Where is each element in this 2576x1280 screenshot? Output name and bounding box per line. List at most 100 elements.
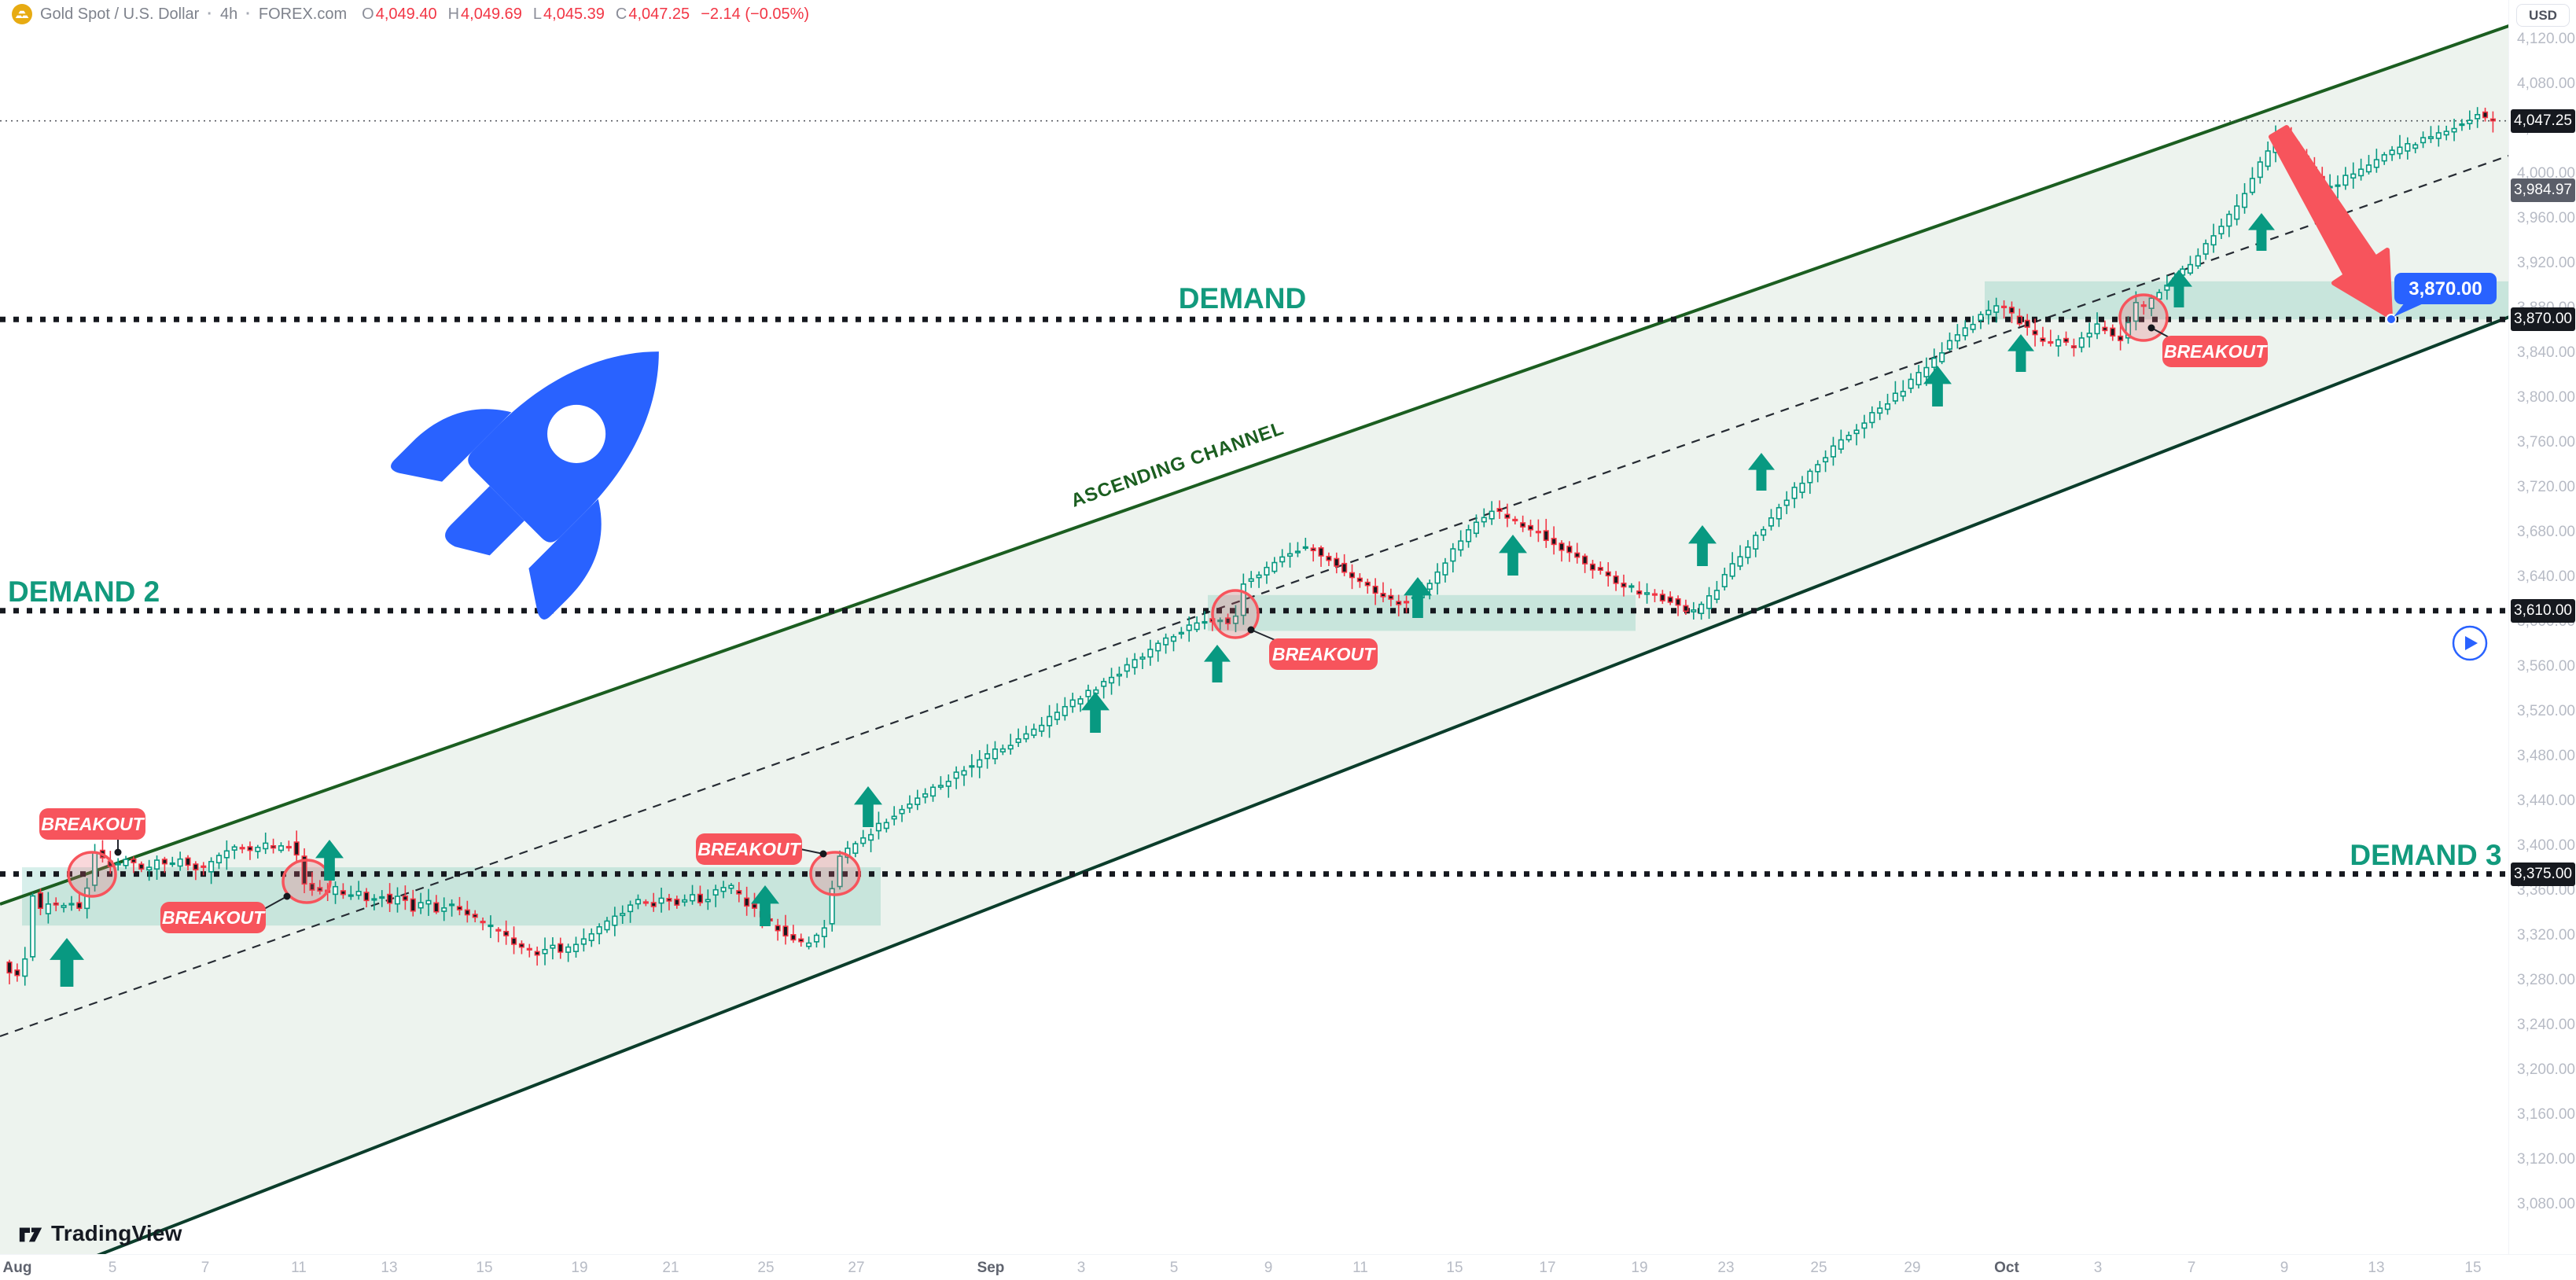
close-value: 4,047.25 bbox=[628, 5, 690, 23]
price-tick-label: 3,480.00 bbox=[2517, 748, 2575, 764]
up-arrow-icon bbox=[1688, 525, 1717, 566]
svg-text:BREAKOUT: BREAKOUT bbox=[1272, 644, 1376, 664]
tradingview-logo[interactable]: TradingView bbox=[17, 1220, 182, 1247]
open-value: 4,049.40 bbox=[375, 5, 437, 23]
breakout-badge[interactable]: BREAKOUT bbox=[2162, 336, 2268, 367]
time-tick-label: 7 bbox=[201, 1260, 210, 1276]
interval-selector[interactable]: 4h bbox=[219, 5, 238, 23]
price-tick-label: 4,120.00 bbox=[2517, 31, 2575, 47]
time-tick-label: 3 bbox=[1076, 1260, 1086, 1276]
time-tick-label: 17 bbox=[1539, 1260, 1556, 1276]
price-callout[interactable]: 3,870.00 bbox=[2386, 273, 2497, 325]
up-arrow-icon bbox=[2007, 334, 2034, 372]
time-tick-label: 11 bbox=[291, 1260, 307, 1276]
time-tick-label: 25 bbox=[1810, 1260, 1827, 1276]
up-arrow-icon bbox=[2248, 213, 2275, 251]
time-tick-label: 19 bbox=[571, 1260, 588, 1276]
time-tick-label: Oct bbox=[1994, 1260, 2019, 1276]
up-arrow-icon bbox=[315, 840, 344, 881]
time-tick-label: 3 bbox=[2093, 1260, 2103, 1276]
price-tick-label: 3,720.00 bbox=[2517, 479, 2575, 495]
up-arrow-icon bbox=[1081, 692, 1110, 733]
pullback-arrow-icon bbox=[2269, 125, 2393, 319]
breakout-badge[interactable]: BREAKOUT bbox=[39, 808, 145, 840]
time-tick-label: 15 bbox=[2464, 1260, 2482, 1276]
up-arrow-icon bbox=[1404, 577, 1432, 618]
svg-text:3,870.00: 3,870.00 bbox=[2409, 278, 2482, 300]
price-tick-label: 3,800.00 bbox=[2517, 389, 2575, 406]
price-axis-badge: 3,610.00 bbox=[2511, 598, 2575, 623]
replay-play-button[interactable] bbox=[2452, 625, 2488, 661]
price-tick-label: 3,280.00 bbox=[2517, 972, 2575, 988]
time-tick-label: 9 bbox=[1264, 1260, 1273, 1276]
symbol-header: Gold Spot / U.S. Dollar · 4h · FOREX.com… bbox=[11, 3, 809, 25]
price-tick-label: 3,200.00 bbox=[2517, 1061, 2575, 1078]
breakout-circle[interactable] bbox=[809, 851, 861, 896]
price-axis-badge: 4,047.25 bbox=[2511, 109, 2575, 133]
price-axis-badge: 3,375.00 bbox=[2511, 862, 2575, 886]
symbol-title[interactable]: Gold Spot / U.S. Dollar bbox=[40, 5, 200, 23]
up-arrow-icon bbox=[1748, 453, 1775, 491]
high-value: 4,049.69 bbox=[461, 5, 522, 23]
time-axis[interactable]: Aug 5 7 11 13 15 19 21 25 27 Sep 3 5 9 11 15 17 19 23 25 29 O… bbox=[0, 1254, 2576, 1280]
rocket-icon bbox=[391, 351, 659, 620]
up-arrow-icon bbox=[751, 885, 779, 926]
svg-text:BREAKOUT: BREAKOUT bbox=[41, 814, 145, 834]
price-axis-badge: 3,870.00 bbox=[2511, 307, 2575, 332]
currency-toggle-button[interactable]: USD bbox=[2516, 4, 2570, 27]
breakout-badge[interactable]: BREAKOUT bbox=[696, 833, 802, 865]
price-tick-label: 3,680.00 bbox=[2517, 524, 2575, 540]
price-tick-label: 3,240.00 bbox=[2517, 1017, 2575, 1033]
time-tick-label: 13 bbox=[2368, 1260, 2385, 1276]
breakout-circle[interactable] bbox=[67, 851, 117, 898]
breakout-circle[interactable] bbox=[1211, 589, 1260, 639]
svg-text:BREAKOUT: BREAKOUT bbox=[2164, 341, 2268, 362]
time-tick-label: 13 bbox=[381, 1260, 398, 1276]
up-arrow-icon bbox=[1499, 535, 1527, 576]
time-tick-label: 23 bbox=[1717, 1260, 1735, 1276]
price-tick-label: 3,080.00 bbox=[2517, 1196, 2575, 1212]
separator-dot: · bbox=[245, 5, 251, 23]
change-value: −2.14 (−0.05%) bbox=[701, 5, 810, 23]
price-tick-label: 3,840.00 bbox=[2517, 344, 2575, 361]
ohlc-readout: O 4,049.40 H 4,049.69 L 4,045.39 C 4,047.25 … bbox=[362, 5, 810, 23]
time-tick-label: 11 bbox=[1352, 1260, 1368, 1276]
svg-text:BREAKOUT: BREAKOUT bbox=[162, 907, 266, 928]
separator-dot: · bbox=[207, 5, 212, 23]
breakout-badge[interactable]: BREAKOUT bbox=[1269, 638, 1378, 670]
time-tick-label: 29 bbox=[1904, 1260, 1921, 1276]
price-tick-label: 4,000.00 bbox=[2517, 165, 2575, 182]
breakout-circle[interactable] bbox=[282, 859, 332, 904]
time-tick-label: 25 bbox=[757, 1260, 775, 1276]
tradingview-logo-text: TradingView bbox=[51, 1221, 182, 1245]
breakout-badge[interactable]: BREAKOUT bbox=[160, 902, 266, 933]
candlestick-series[interactable] bbox=[6, 107, 2496, 986]
up-arrow-icon bbox=[854, 786, 882, 827]
price-tick-label: 3,560.00 bbox=[2517, 658, 2575, 675]
demand-label: DEMAND bbox=[1179, 282, 1306, 314]
time-tick-label: 15 bbox=[476, 1260, 493, 1276]
price-tick-label: 3,320.00 bbox=[2517, 927, 2575, 943]
time-tick-label: 5 bbox=[1169, 1260, 1179, 1276]
channel-upper-line[interactable] bbox=[0, 2, 2576, 906]
price-axis[interactable]: 4,120.004,080.004,040.004,000.003,960.00… bbox=[2508, 0, 2576, 1254]
price-tick-label: 3,760.00 bbox=[2517, 434, 2575, 451]
price-axis-badge: 3,984.97 bbox=[2511, 178, 2575, 203]
up-arrow-icon bbox=[50, 938, 84, 987]
up-arrow-icon bbox=[2166, 270, 2192, 307]
price-tick-label: 3,160.00 bbox=[2517, 1106, 2575, 1123]
price-tick-label: 4,080.00 bbox=[2517, 75, 2575, 92]
price-tick-label: 3,120.00 bbox=[2517, 1151, 2575, 1168]
channel-lower-line[interactable] bbox=[0, 291, 2576, 1280]
exchange-name[interactable]: FOREX.com bbox=[258, 5, 348, 23]
breakout-circle[interactable] bbox=[2118, 293, 2169, 342]
up-arrow-icon bbox=[1923, 366, 1952, 406]
time-tick-label: Sep bbox=[977, 1260, 1005, 1276]
time-tick-label: 19 bbox=[1631, 1260, 1648, 1276]
price-tick-label: 3,360.00 bbox=[2517, 882, 2575, 899]
time-tick-label: 21 bbox=[662, 1260, 679, 1276]
price-tick-label: 3,400.00 bbox=[2517, 837, 2575, 854]
